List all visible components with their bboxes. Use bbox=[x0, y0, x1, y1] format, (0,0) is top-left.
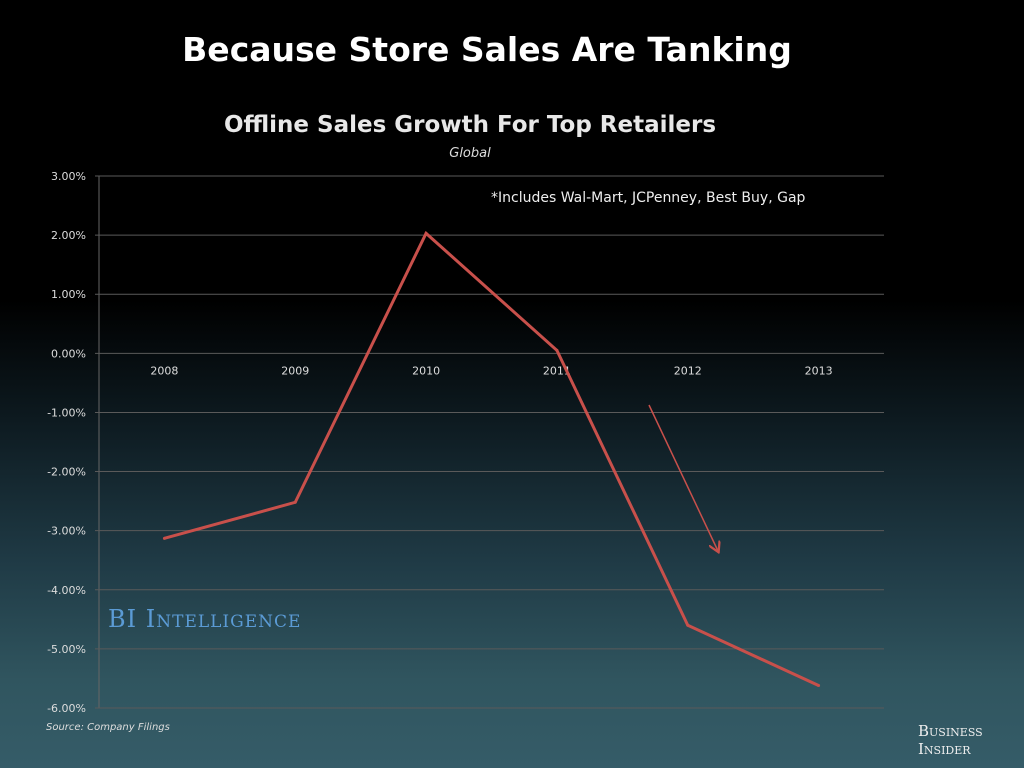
data-point bbox=[293, 500, 297, 504]
x-tick-label: 2009 bbox=[281, 364, 309, 377]
y-tick-label: 3.00% bbox=[51, 170, 86, 183]
business-insider-logo: Business Insider bbox=[918, 722, 983, 758]
chart-title: Offline Sales Growth For Top Retailers bbox=[223, 112, 717, 138]
data-point bbox=[686, 623, 690, 627]
x-tick-label: 2013 bbox=[805, 364, 833, 377]
chart-subtitle: Global bbox=[449, 146, 491, 161]
data-point bbox=[424, 231, 428, 235]
y-tick-label: 0.00% bbox=[51, 347, 86, 360]
data-point bbox=[555, 348, 559, 352]
y-tick-label: -4.00% bbox=[47, 584, 86, 597]
x-tick-label: 2008 bbox=[150, 364, 178, 377]
brand-line-2: Insider bbox=[918, 740, 971, 758]
chart-note: *Includes Wal-Mart, JCPenney, Best Buy, … bbox=[491, 190, 806, 206]
series-line bbox=[164, 230, 820, 687]
y-tick-label: 2.00% bbox=[51, 229, 86, 242]
y-tick-label: -5.00% bbox=[47, 643, 86, 656]
y-tick-label: -1.00% bbox=[47, 406, 86, 419]
bi-intelligence-watermark: BI Intelligence bbox=[108, 605, 302, 633]
annotation-arrow bbox=[648, 404, 718, 551]
y-tick-label: -3.00% bbox=[47, 525, 86, 538]
x-tick-label: 2012 bbox=[674, 364, 702, 377]
source-note: Source: Company Filings bbox=[46, 722, 170, 733]
brand-line-1: Business bbox=[918, 722, 983, 740]
y-tick-label: 1.00% bbox=[51, 288, 86, 301]
y-tick-label: -2.00% bbox=[47, 466, 86, 479]
x-tick-label: 2010 bbox=[412, 364, 440, 377]
data-point bbox=[817, 684, 821, 688]
headline: Because Store Sales Are Tanking bbox=[182, 30, 792, 69]
data-point bbox=[162, 536, 166, 540]
y-tick-label: -6.00% bbox=[47, 702, 86, 715]
